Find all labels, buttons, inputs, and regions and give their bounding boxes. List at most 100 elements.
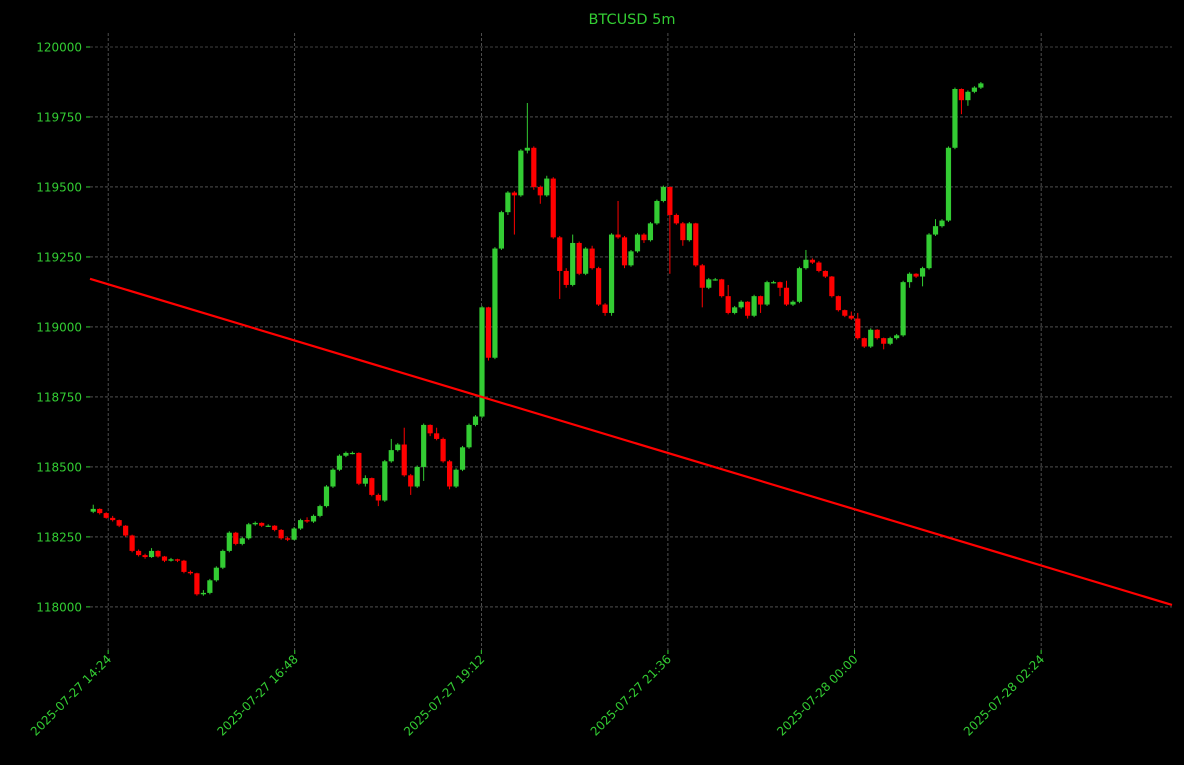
candle-body xyxy=(537,186,543,196)
candle-body xyxy=(550,178,556,238)
candle-body xyxy=(945,147,952,221)
y-tick-label: 119250 xyxy=(36,250,82,264)
candle-body xyxy=(770,282,777,284)
candle-body xyxy=(751,296,757,316)
candle-body xyxy=(291,528,297,540)
candle-body xyxy=(848,315,854,319)
candle-body xyxy=(634,234,641,252)
candle-body xyxy=(796,268,803,302)
candles xyxy=(90,81,984,596)
candle-body xyxy=(628,251,634,266)
candle-body xyxy=(732,307,738,313)
candle-body xyxy=(200,592,206,595)
candle-body xyxy=(900,282,906,336)
candle-body xyxy=(660,186,666,201)
candle-body xyxy=(259,522,265,526)
candle-body xyxy=(518,150,524,196)
candle-body xyxy=(764,282,770,305)
candle-body xyxy=(129,535,135,551)
candle-body xyxy=(621,237,628,266)
candle-body xyxy=(686,223,692,241)
candle-body xyxy=(498,212,505,249)
y-tick-label: 119000 xyxy=(36,320,82,334)
candle-body xyxy=(161,556,168,561)
candle-body xyxy=(187,571,194,574)
candle-body xyxy=(459,447,466,470)
candle-body xyxy=(194,573,200,595)
candle-body xyxy=(861,338,867,347)
y-axis: 118000 118250 118500 118750 119000 119250 1195… xyxy=(36,40,90,614)
candle-body xyxy=(226,532,232,551)
candle-body xyxy=(123,525,129,536)
candle-body xyxy=(213,567,219,581)
candle-body xyxy=(822,270,828,277)
y-tick-label: 118000 xyxy=(36,600,82,614)
candle-body xyxy=(252,522,258,525)
candle-body xyxy=(142,555,148,558)
candle-body xyxy=(563,270,569,285)
candle-body xyxy=(790,301,796,305)
trendline xyxy=(89,277,1173,606)
candle-body xyxy=(544,178,550,196)
y-tick-label: 120000 xyxy=(36,40,82,54)
candle-body xyxy=(583,248,589,274)
candle-body xyxy=(369,478,375,495)
candle-body xyxy=(524,147,530,151)
candle-body xyxy=(239,538,245,544)
candle-body xyxy=(971,87,977,92)
candle-body xyxy=(220,550,226,568)
candle-body xyxy=(570,242,576,285)
candle-body xyxy=(382,461,388,501)
candle-body xyxy=(706,279,712,288)
candle-body xyxy=(680,223,686,241)
candle-body xyxy=(738,301,744,308)
candle-body xyxy=(330,469,336,487)
candle-body xyxy=(233,532,239,544)
candle-body xyxy=(485,307,492,358)
candle-body xyxy=(511,192,517,196)
candle-body xyxy=(673,214,679,224)
y-tick-label: 118500 xyxy=(36,460,82,474)
y-tick-label: 119500 xyxy=(36,180,82,194)
candle-body xyxy=(472,416,479,425)
candle-body xyxy=(388,450,394,462)
candle-body xyxy=(958,88,965,101)
candle-body xyxy=(874,329,880,339)
candle-body xyxy=(809,259,816,263)
candle-body xyxy=(913,273,919,277)
candle-body xyxy=(699,265,705,288)
candle-body xyxy=(97,508,103,514)
candle-body xyxy=(181,560,187,572)
candle-body xyxy=(505,192,511,213)
candle-body xyxy=(868,329,874,347)
y-tick-label: 118250 xyxy=(36,530,82,544)
candle-body xyxy=(466,424,472,448)
candle-body xyxy=(427,424,433,434)
candle-body xyxy=(531,147,537,187)
candle-body xyxy=(712,279,718,281)
candle-body xyxy=(576,242,582,274)
candle-body xyxy=(926,234,932,269)
candle-body xyxy=(343,452,349,456)
candle-body xyxy=(207,580,213,593)
candle-body xyxy=(894,335,900,339)
candle-body xyxy=(816,262,822,271)
candle-body xyxy=(608,234,615,313)
candle-body xyxy=(965,91,971,101)
candle-body xyxy=(615,234,621,238)
candle-body xyxy=(907,273,913,283)
candle-body xyxy=(783,287,790,305)
candle-body xyxy=(317,506,323,516)
candle-body xyxy=(842,310,848,316)
candle-body xyxy=(148,550,155,558)
candle-body xyxy=(757,296,764,305)
candle-body xyxy=(285,538,291,540)
candle-body xyxy=(667,186,673,215)
chart-title: BTCUSD 5m xyxy=(588,12,675,28)
candle-body xyxy=(310,515,317,522)
candle-body xyxy=(919,268,926,277)
candle-body xyxy=(745,301,751,316)
candle-body xyxy=(557,237,563,271)
